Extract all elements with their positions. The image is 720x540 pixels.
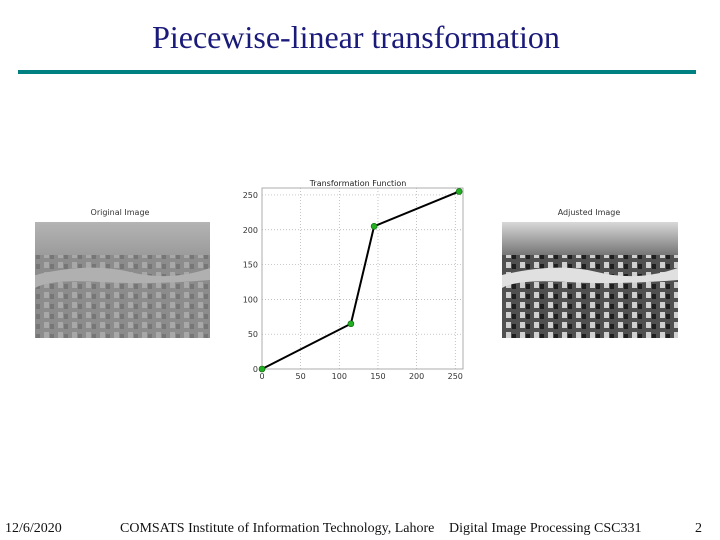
y-tick-label: 100 [243, 295, 258, 304]
x-tick-label: 0 [259, 372, 264, 381]
control-point [347, 320, 355, 328]
chart-title: Transformation Function [309, 179, 407, 188]
y-tick-label: 200 [243, 226, 258, 235]
x-tick-label: 50 [296, 372, 306, 381]
image-label: Adjusted Image [558, 208, 621, 217]
original-image [35, 222, 210, 338]
x-tick-label: 200 [409, 372, 424, 381]
footer-date: 12/6/2020 [5, 521, 62, 536]
x-tick-label: 100 [332, 372, 347, 381]
y-tick-label: 50 [248, 330, 258, 339]
y-tick-label: 150 [243, 261, 258, 270]
control-point [370, 222, 378, 230]
footer-page: 2 [695, 521, 702, 536]
y-tick-label: 0 [253, 365, 258, 374]
chart: 0 50 100 150 200 250 0 50 100 150 200 250 [243, 187, 464, 381]
y-tick-label: 250 [243, 191, 258, 200]
footer-institute: COMSATS Institute of Information Technol… [120, 521, 434, 536]
control-point [455, 188, 463, 195]
adjusted-image [502, 222, 678, 338]
title-rule [18, 70, 696, 74]
control-point [258, 365, 266, 373]
image-label: Original Image [91, 208, 150, 217]
slide-title: Piecewise-linear transformation [152, 19, 560, 55]
footer-course: Digital Image Processing CSC331 [449, 521, 642, 536]
transform-line [261, 190, 460, 370]
x-tick-label: 250 [448, 372, 463, 381]
x-tick-label: 150 [370, 372, 385, 381]
